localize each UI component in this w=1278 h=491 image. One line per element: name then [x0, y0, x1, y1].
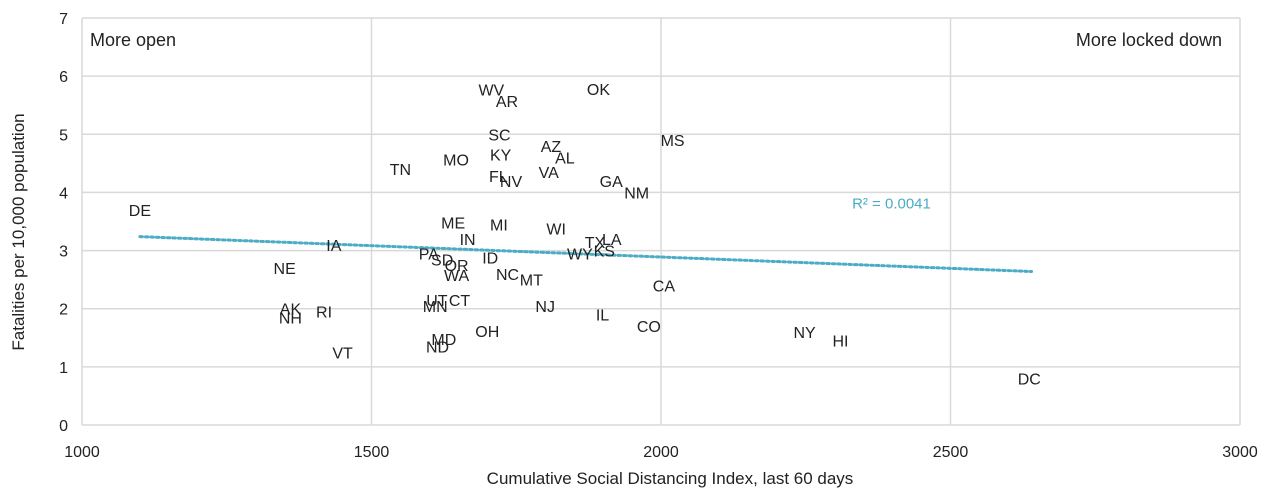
data-point-tx: TX	[585, 235, 606, 252]
data-point-hi: HI	[832, 334, 848, 351]
data-point-mn: MN	[423, 299, 448, 316]
y-axis-label: Fatalities per 10,000 population	[9, 113, 28, 350]
data-point-id: ID	[482, 251, 498, 268]
y-tick-label: 6	[59, 69, 68, 86]
data-point-in: IN	[460, 232, 476, 249]
y-tick-label: 4	[59, 185, 68, 202]
data-point-ky: KY	[490, 148, 512, 165]
x-tick-label: 1000	[64, 444, 100, 461]
data-point-wv: WV	[478, 83, 504, 100]
y-tick-label: 5	[59, 127, 68, 144]
data-point-or: OR	[445, 258, 469, 275]
data-point-co: CO	[637, 319, 661, 336]
y-tick-label: 3	[59, 244, 68, 261]
data-point-ms: MS	[661, 133, 685, 150]
data-point-il: IL	[596, 308, 609, 325]
data-point-al: AL	[555, 151, 575, 168]
trendline	[138, 235, 1034, 274]
data-point-wy: WY	[567, 246, 593, 263]
data-point-nj: NJ	[535, 299, 555, 316]
data-point-vt: VT	[332, 345, 353, 362]
data-point-ct: CT	[449, 293, 471, 310]
data-point-ia: IA	[326, 238, 341, 255]
y-tick-label: 2	[59, 302, 68, 319]
data-point-wi: WI	[546, 221, 566, 238]
data-point-va: VA	[539, 165, 559, 182]
data-point-nm: NM	[624, 185, 649, 202]
gridlines	[81, 17, 1241, 426]
annotation-more-locked-down: More locked down	[1076, 30, 1222, 50]
data-point-ut: UT	[426, 293, 448, 310]
data-point-dc: DC	[1018, 371, 1041, 388]
data-point-fl: FL	[489, 169, 508, 186]
data-point-az: AZ	[541, 139, 562, 156]
data-point-ne: NE	[274, 261, 296, 278]
data-point-me: ME	[441, 216, 465, 233]
tick-labels: 0 1 2 3 4 5 6 7 1000 1500 2000 2500 3000	[59, 11, 1258, 461]
data-point-sd: SD	[431, 252, 453, 269]
data-point-nh: NH	[279, 310, 302, 327]
data-point-pa: PA	[419, 246, 439, 263]
data-point-nv: NV	[500, 174, 523, 191]
data-point-la: LA	[602, 232, 622, 249]
r-squared-label: R² = 0.0041	[852, 196, 931, 213]
x-axis-label: Cumulative Social Distancing Index, last…	[487, 469, 854, 488]
data-point-mt: MT	[520, 273, 543, 290]
data-point-nd: ND	[426, 340, 449, 357]
data-point-sc: SC	[488, 127, 510, 144]
data-point-ks: KS	[594, 244, 615, 261]
data-point-nc: NC	[496, 267, 519, 284]
data-point-tn: TN	[390, 162, 411, 179]
data-point-md: MD	[431, 332, 456, 349]
x-tick-label: 2500	[933, 444, 969, 461]
data-point-ok: OK	[587, 82, 610, 99]
data-point-de: DE	[129, 203, 151, 220]
data-point-ri: RI	[316, 305, 332, 322]
x-tick-label: 1500	[354, 444, 390, 461]
data-point-mo: MO	[443, 152, 469, 169]
data-point-ny: NY	[793, 325, 816, 342]
y-tick-label: 1	[59, 360, 68, 377]
data-point-oh: OH	[475, 324, 499, 341]
data-point-ak: AK	[280, 302, 302, 319]
x-tick-label: 3000	[1222, 444, 1258, 461]
data-point-mi: MI	[490, 217, 508, 234]
x-tick-label: 2000	[643, 444, 679, 461]
data-point-ca: CA	[653, 278, 676, 295]
data-point-ga: GA	[600, 174, 623, 191]
y-tick-label: 0	[59, 418, 68, 435]
annotation-more-open: More open	[90, 30, 176, 50]
data-point-ar: AR	[496, 94, 518, 111]
y-tick-label: 7	[59, 11, 68, 28]
data-point-wa: WA	[444, 268, 470, 285]
